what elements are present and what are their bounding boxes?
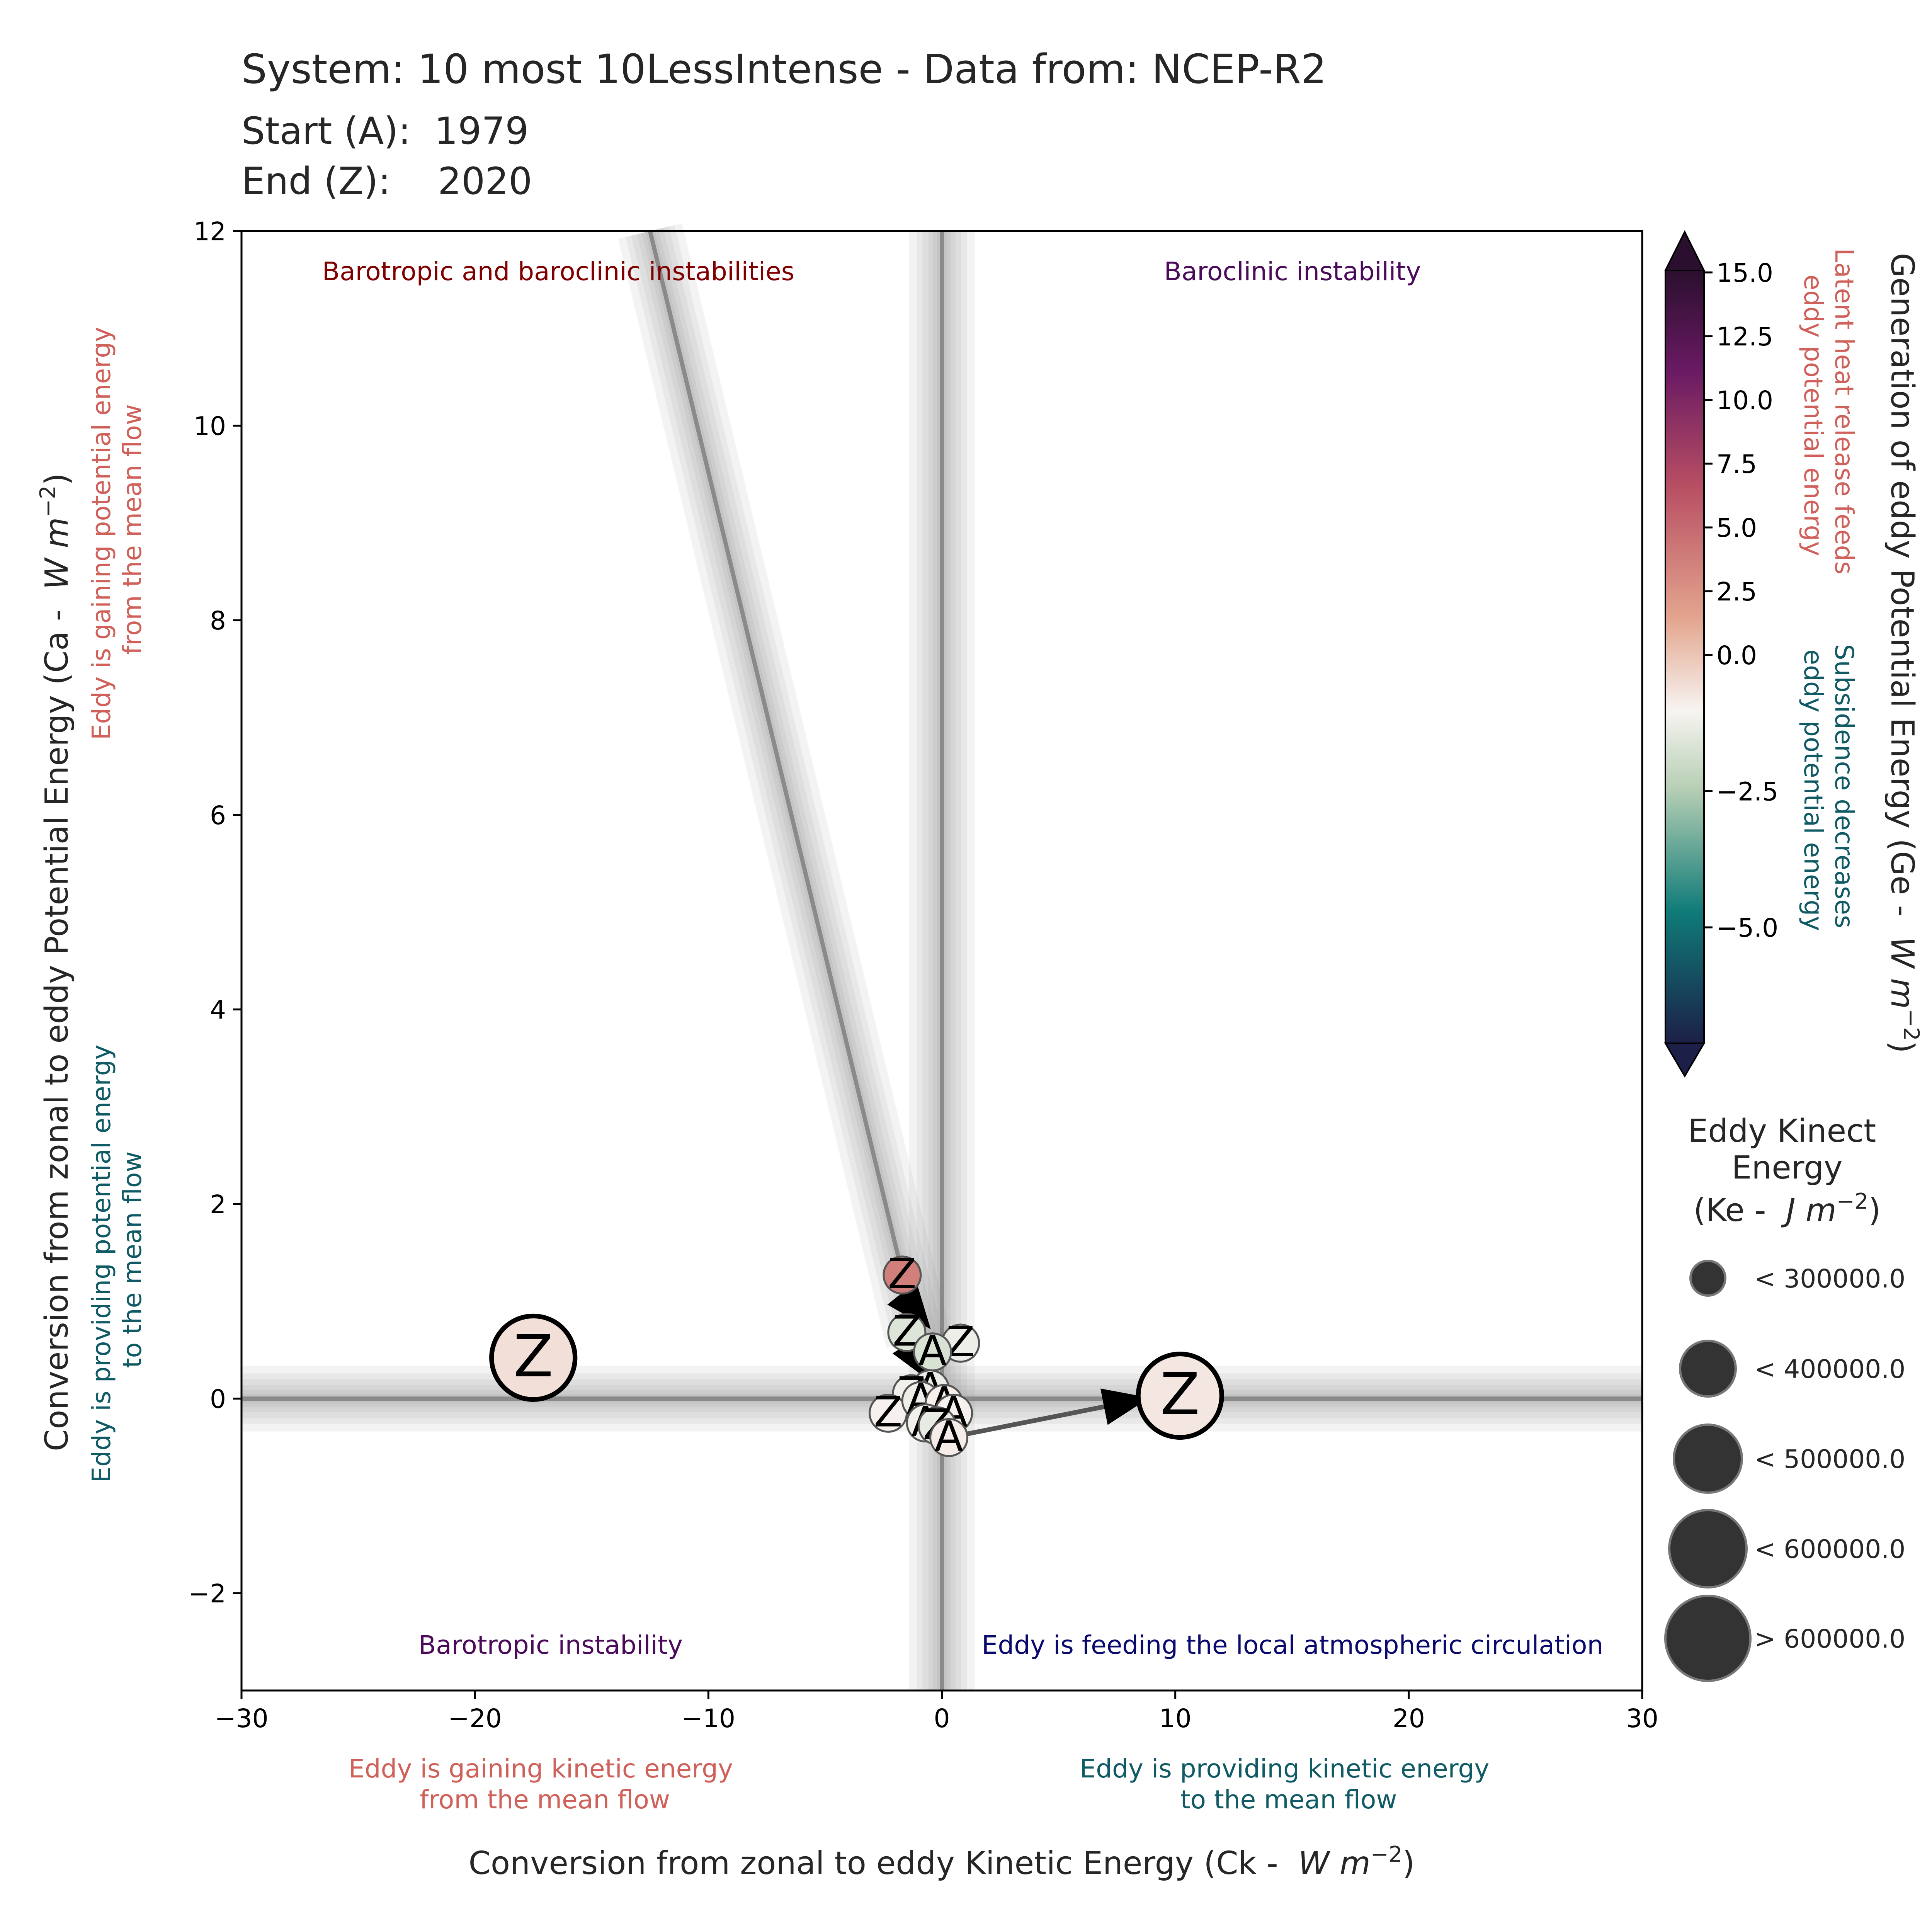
colorbar-top-extension <box>1664 230 1706 271</box>
colorbar-bar <box>1665 270 1705 1044</box>
colorbar-label: Generation of eddy Potential Energy (Ge … <box>1884 253 1923 1053</box>
colorbar-tick-label: 15.0 <box>1716 258 1773 288</box>
data-point-label: Z <box>514 1323 553 1390</box>
size-legend-marker <box>1668 1509 1748 1588</box>
x-tick-label: −20 <box>448 1704 502 1733</box>
y-tick-label: 8 <box>210 606 226 636</box>
size-legend-marker <box>1679 1340 1737 1398</box>
colorbar-ticks: 15.0 12.5 10.0 7.5 5.0 2.5 0.0 −2.5 −5.0 <box>1704 258 1778 943</box>
x-axis-ticks: −30 −20 −10 0 10 20 30 <box>214 1690 1658 1733</box>
y-tick-label: 0 <box>210 1384 226 1414</box>
data-point <box>883 1255 922 1295</box>
data-point <box>929 1418 969 1457</box>
data-point-label: A <box>918 1327 947 1375</box>
x-tick-label: 0 <box>934 1704 950 1733</box>
y-tick-label: 12 <box>194 217 226 247</box>
data-point-label: A <box>935 1412 963 1461</box>
colorbar-tick-label: −2.5 <box>1716 777 1778 807</box>
start-label: Start (A): 1979 <box>242 109 529 153</box>
data-point-label: Z <box>888 1250 917 1298</box>
size-legend-label: < 400000.0 <box>1754 1354 1905 1384</box>
colorbar-negative-note: Subsidence decreases eddy potential ener… <box>1798 644 1859 936</box>
data-points: AZZZAZAAZZAAAAZAZ <box>489 1250 1224 1461</box>
colorbar-tick-label: 2.5 <box>1716 577 1757 607</box>
x-tick-label: 30 <box>1626 1704 1658 1733</box>
y-tick-label: 4 <box>210 995 226 1025</box>
data-point <box>489 1313 578 1402</box>
y-axis-ticks: −2 0 2 4 6 8 10 12 <box>189 217 242 1609</box>
y-note-bottom: Eddy is providing potential energy to th… <box>87 1036 147 1483</box>
end-label: End (Z): 2020 <box>242 160 532 203</box>
chart-title: System: 10 most 10LessIntense - Data fro… <box>242 46 1327 93</box>
size-legend-label: < 300000.0 <box>1754 1264 1905 1294</box>
trajectory-arrow <box>948 1388 1150 1440</box>
colorbar-positive-note: Latent heat release feeds eddy potential… <box>1798 248 1859 582</box>
data-point-label: Z <box>874 1388 903 1436</box>
quadrant-bottom-left-label: Barotropic instability <box>418 1630 683 1660</box>
y-tick-label: 2 <box>210 1190 226 1219</box>
x-tick-label: 20 <box>1393 1704 1425 1733</box>
quadrant-top-right-label: Baroclinic instability <box>1164 257 1421 286</box>
colorbar-tick-label: 0.0 <box>1716 641 1757 670</box>
trajectory-arrow <box>887 1281 931 1330</box>
y-tick-label: 6 <box>210 801 226 830</box>
size-legend-marker <box>1689 1260 1726 1297</box>
quadrant-bottom-right-label: Eddy is feeding the local atmospheric ci… <box>982 1630 1604 1660</box>
y-tick-label: −2 <box>189 1579 226 1609</box>
size-legend: Eddy Kinect Energy (Ke - J m−2) < 300000… <box>1664 1113 1905 1682</box>
colorbar-tick-label: 10.0 <box>1716 386 1773 415</box>
quadrant-top-left-label: Barotropic and baroclinic instabilities <box>322 257 794 286</box>
x-note-right: Eddy is providing kinetic energy to the … <box>1080 1754 1498 1815</box>
data-point <box>1136 1352 1224 1440</box>
y-tick-label: 10 <box>194 412 226 441</box>
colorbar-tick-label: 7.5 <box>1716 449 1757 479</box>
colorbar-tick-label: 12.5 <box>1716 322 1773 352</box>
x-tick-label: −10 <box>682 1704 735 1733</box>
x-tick-label: 10 <box>1159 1704 1192 1733</box>
colorbar-bottom-extension <box>1664 1043 1706 1078</box>
colorbar-tick-label: −5.0 <box>1716 913 1778 943</box>
y-note-top: Eddy is gaining potential energy from th… <box>87 319 147 740</box>
size-legend-marker <box>1664 1595 1752 1682</box>
x-note-left: Eddy is gaining kinetic energy from the … <box>349 1754 741 1815</box>
size-legend-entries: < 300000.0 < 400000.0 < 500000.0 < 600000.0… <box>1664 1260 1905 1682</box>
x-axis-label: Conversion from zonal to eddy Kinetic En… <box>469 1842 1415 1882</box>
size-legend-unit: (Ke - J m−2) <box>1694 1189 1881 1229</box>
size-legend-label: > 600000.0 <box>1754 1624 1905 1654</box>
size-legend-label: < 600000.0 <box>1754 1534 1905 1564</box>
colorbar: 15.0 12.5 10.0 7.5 5.0 2.5 0.0 −2.5 −5.0 <box>1664 230 1778 1078</box>
data-point-label: Z <box>1160 1361 1200 1428</box>
x-tick-label: −30 <box>214 1704 268 1733</box>
data-point-label: Z <box>946 1318 975 1366</box>
regression-line <box>648 230 921 1341</box>
colorbar-tick-label: 5.0 <box>1716 513 1757 543</box>
size-legend-title: Eddy Kinect Energy <box>1688 1113 1886 1186</box>
y-axis-label: Conversion from zonal to eddy Potential … <box>36 473 75 1451</box>
size-legend-label: < 500000.0 <box>1754 1444 1905 1474</box>
size-legend-marker <box>1673 1423 1743 1494</box>
